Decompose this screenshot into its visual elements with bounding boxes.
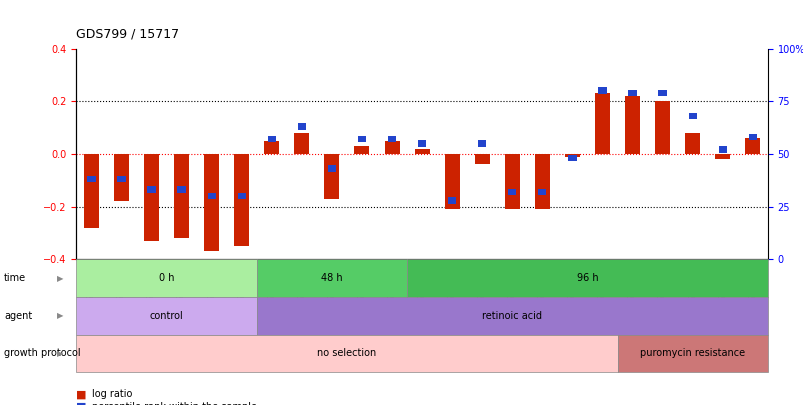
Bar xyxy=(387,136,396,143)
Bar xyxy=(354,146,369,154)
Bar xyxy=(534,154,549,209)
Bar xyxy=(414,149,429,154)
Bar xyxy=(748,134,756,141)
Bar xyxy=(568,155,576,162)
Bar xyxy=(204,154,219,251)
Text: no selection: no selection xyxy=(317,348,376,358)
Bar xyxy=(147,186,156,193)
Bar xyxy=(565,154,579,157)
Bar xyxy=(84,154,99,228)
Bar xyxy=(294,133,309,154)
Bar xyxy=(594,94,609,154)
Bar xyxy=(144,154,159,241)
Bar xyxy=(418,140,426,147)
Bar xyxy=(624,96,639,154)
Bar xyxy=(537,188,546,195)
Bar xyxy=(628,90,636,96)
Bar xyxy=(234,154,249,246)
Text: ▶: ▶ xyxy=(57,311,63,320)
Bar xyxy=(267,136,275,143)
Bar xyxy=(384,141,399,154)
Bar xyxy=(715,154,729,159)
Bar xyxy=(264,141,279,154)
Bar xyxy=(114,154,128,201)
Text: GDS799 / 15717: GDS799 / 15717 xyxy=(76,28,179,40)
Bar xyxy=(174,154,189,238)
Bar xyxy=(504,154,520,209)
Bar xyxy=(744,138,760,154)
Bar xyxy=(687,113,696,119)
Bar xyxy=(718,146,726,153)
Bar xyxy=(444,154,459,209)
Bar xyxy=(684,133,699,154)
Bar xyxy=(238,193,246,199)
Bar xyxy=(597,87,605,94)
Text: ▶: ▶ xyxy=(57,349,63,358)
Text: growth protocol: growth protocol xyxy=(4,348,80,358)
Text: 96 h: 96 h xyxy=(576,273,597,283)
Bar xyxy=(328,165,336,172)
Bar xyxy=(88,176,96,183)
Bar xyxy=(447,197,456,204)
Text: retinoic acid: retinoic acid xyxy=(482,311,541,321)
Bar xyxy=(507,188,516,195)
Bar xyxy=(658,90,666,96)
Bar xyxy=(297,123,306,130)
Text: 0 h: 0 h xyxy=(159,273,174,283)
Text: ▶: ▶ xyxy=(57,273,63,283)
Text: puromycin resistance: puromycin resistance xyxy=(639,348,744,358)
Bar xyxy=(478,140,486,147)
Bar xyxy=(474,154,489,164)
Bar xyxy=(117,176,125,183)
Bar xyxy=(177,186,185,193)
Text: ■: ■ xyxy=(76,390,87,399)
Bar xyxy=(357,136,365,143)
Text: 48 h: 48 h xyxy=(320,273,342,283)
Text: log ratio: log ratio xyxy=(92,390,132,399)
Bar xyxy=(207,193,215,199)
Text: control: control xyxy=(149,311,183,321)
Bar xyxy=(654,101,669,154)
Text: ■: ■ xyxy=(76,402,87,405)
Text: time: time xyxy=(4,273,26,283)
Text: percentile rank within the sample: percentile rank within the sample xyxy=(92,402,257,405)
Bar xyxy=(324,154,339,199)
Text: agent: agent xyxy=(4,311,32,321)
